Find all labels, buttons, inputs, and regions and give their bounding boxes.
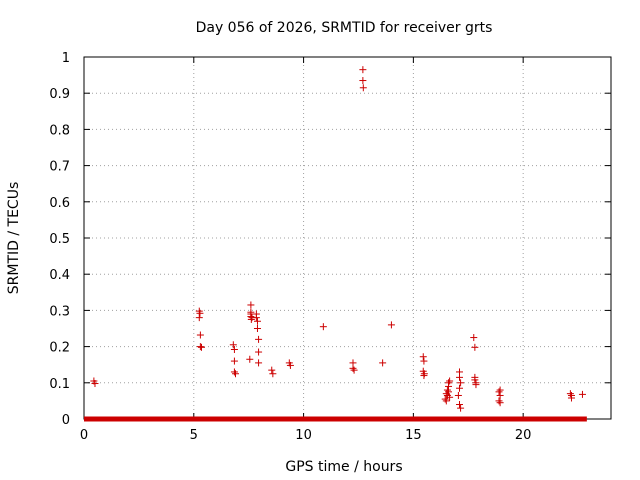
data-point <box>253 317 261 325</box>
data-point <box>253 325 261 332</box>
data-point <box>350 366 358 374</box>
y-tick-label: 0.9 <box>49 87 70 102</box>
data-point <box>229 341 237 349</box>
data-point <box>349 364 357 372</box>
data-point <box>252 314 260 322</box>
data-point <box>359 77 367 85</box>
data-point <box>457 404 465 412</box>
y-tick-label: 0.8 <box>49 123 70 138</box>
data-point <box>230 368 238 376</box>
data-point <box>230 345 238 353</box>
data-point <box>247 301 255 309</box>
data-point <box>445 379 453 387</box>
y-tick-label: 0.4 <box>49 268 70 283</box>
data-point <box>496 391 504 399</box>
data-point <box>455 401 463 409</box>
data-point <box>457 379 465 387</box>
data-point <box>196 309 204 317</box>
data-point <box>566 390 574 398</box>
data-point <box>446 377 454 385</box>
data-point <box>496 399 504 407</box>
y-tick-label: 0.3 <box>49 304 70 319</box>
data-point <box>495 397 503 405</box>
data-point <box>443 386 451 394</box>
data-point <box>255 335 263 343</box>
data-point <box>255 359 263 367</box>
data-point <box>197 343 205 351</box>
y-tick-label: 0 <box>62 413 70 428</box>
data-point <box>232 370 240 378</box>
data-point <box>445 388 453 396</box>
data-point <box>387 321 395 329</box>
data-point <box>230 357 238 365</box>
data-point <box>91 380 99 388</box>
data-point <box>246 355 254 363</box>
grid <box>84 57 611 419</box>
data-point <box>470 334 478 342</box>
data-point <box>359 84 367 92</box>
data-point <box>446 393 454 401</box>
data-point <box>247 315 255 323</box>
data-point <box>455 373 463 381</box>
y-tick-label: 0.5 <box>49 232 70 247</box>
data-point <box>578 390 586 398</box>
data-point <box>454 391 462 399</box>
plot-frame <box>83 56 612 420</box>
data-point <box>420 372 428 380</box>
data-point <box>268 366 276 374</box>
y-tick-label: 0.7 <box>49 160 70 175</box>
x-tick-label: 15 <box>405 428 422 443</box>
data-point <box>419 353 427 361</box>
y-tick-label: 0.6 <box>49 196 70 211</box>
x-axis-label: GPS time / hours <box>285 459 402 475</box>
data-point <box>471 343 479 351</box>
data-point <box>442 397 450 405</box>
data-point <box>472 381 480 389</box>
data-point <box>196 343 204 351</box>
axis-ticks: 00.10.20.30.40.50.60.70.80.910 5 10 15 20 <box>49 51 611 443</box>
data-point <box>195 314 203 322</box>
y-tick-label: 0.1 <box>49 377 70 392</box>
x-tick-label: 5 <box>190 428 198 443</box>
chart-title: Day 056 of 2026, SRMTID for receiver grt… <box>196 20 493 36</box>
x-tick-label: 20 <box>515 428 532 443</box>
data-points <box>90 66 586 412</box>
data-point <box>379 359 387 367</box>
data-point <box>255 348 263 356</box>
data-point <box>567 394 575 402</box>
data-point <box>286 361 294 369</box>
data-point <box>319 323 327 331</box>
data-point <box>441 395 449 403</box>
data-point <box>420 357 428 365</box>
x-tick-label: 0 <box>80 428 88 443</box>
x-tick-label: 10 <box>295 428 312 443</box>
data-point <box>269 370 277 378</box>
data-point <box>471 376 479 384</box>
data-point <box>455 384 463 392</box>
y-tick-label: 1 <box>62 51 70 66</box>
data-point <box>359 66 367 74</box>
data-point <box>495 388 503 396</box>
data-point <box>196 331 204 339</box>
y-tick-label: 0.2 <box>49 341 70 356</box>
y-axis-label: SRMTID / TECUs <box>6 182 22 295</box>
